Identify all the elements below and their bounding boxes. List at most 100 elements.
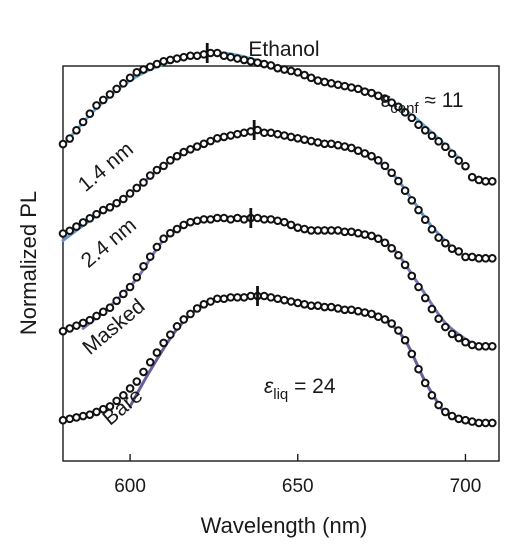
data-point [226, 215, 235, 224]
data-point [199, 139, 209, 149]
data-point [306, 226, 316, 235]
data-point [380, 315, 390, 324]
data-point [78, 411, 88, 421]
x-axis-label: Wavelength (nm) [201, 513, 368, 538]
data-point [186, 51, 195, 61]
data-point [367, 231, 376, 241]
data-point [454, 247, 464, 256]
data-point [186, 217, 195, 227]
data-point [166, 228, 175, 238]
data-point [327, 79, 336, 88]
data-point [112, 396, 121, 406]
data-point [206, 136, 215, 146]
data-point [58, 139, 68, 149]
data-point [487, 342, 497, 351]
data-point [233, 213, 242, 223]
data-point [125, 189, 135, 198]
data-point [474, 254, 484, 263]
data-point [112, 84, 121, 94]
data-point [233, 129, 242, 139]
data-point [125, 384, 135, 393]
data-point [293, 223, 303, 232]
data-point [139, 178, 148, 187]
data-point [246, 56, 256, 66]
data-point [72, 222, 81, 231]
data-point [394, 176, 403, 186]
data-point [152, 59, 162, 69]
data-point [206, 215, 215, 224]
data-point [159, 338, 168, 348]
data-point [407, 349, 417, 359]
data-point [145, 357, 155, 367]
data-point [226, 52, 235, 62]
data-point [434, 137, 443, 146]
data-point [152, 242, 162, 252]
data-point [441, 238, 450, 248]
data-point [414, 282, 423, 292]
data-point [447, 329, 457, 339]
data-point [434, 400, 443, 410]
data-point [474, 342, 484, 351]
data-point [327, 139, 336, 149]
data-point [467, 340, 477, 350]
data-point [65, 324, 75, 333]
data-point [179, 315, 189, 324]
data-point [85, 410, 95, 419]
x-tick-label: 600 [114, 476, 146, 497]
data-point [313, 138, 323, 147]
data-point [212, 213, 222, 223]
data-point [119, 391, 128, 400]
data-point [159, 234, 168, 243]
data-point [461, 252, 470, 262]
data-point [105, 202, 115, 212]
data-point [407, 113, 417, 123]
data-point [293, 298, 303, 308]
data-point [98, 205, 108, 215]
data-point [286, 220, 296, 230]
data-point [199, 299, 209, 309]
data-point [259, 128, 269, 138]
data-point [119, 79, 128, 88]
data-point [280, 65, 289, 74]
data-point [239, 128, 249, 138]
data-point [461, 415, 470, 425]
data-point [353, 84, 363, 94]
data-point [166, 55, 175, 65]
data-point [300, 70, 309, 80]
data-point [367, 309, 376, 319]
data-point [313, 301, 323, 310]
data-point [98, 95, 108, 105]
data-point [58, 415, 68, 425]
data-point [119, 194, 128, 204]
data-point [400, 108, 410, 117]
data-point [152, 348, 162, 357]
data-point [132, 377, 142, 386]
data-point [78, 318, 88, 328]
data-point [327, 226, 336, 235]
chart-title: Ethanol [248, 38, 319, 61]
data-point [192, 304, 202, 313]
data-point [347, 227, 356, 237]
data-point [320, 302, 329, 312]
data-point [441, 407, 450, 417]
data-point [360, 308, 370, 317]
data-point [72, 321, 81, 330]
y-axis-label: Normalized PL [16, 191, 41, 335]
data-point [273, 63, 282, 73]
data-point [65, 414, 75, 424]
x-tick-label: 700 [450, 476, 482, 497]
data-point [387, 98, 396, 107]
annotation-eps-liq: εliq = 24 [264, 375, 336, 403]
data-point [72, 125, 81, 135]
data-point [394, 102, 403, 112]
data-point [112, 296, 121, 306]
data-point [58, 229, 68, 238]
data-point [179, 220, 189, 230]
data-point [199, 215, 209, 224]
data-point [420, 293, 430, 303]
data-point [139, 367, 148, 377]
data-point [333, 140, 343, 150]
data-point [347, 305, 356, 315]
data-point [427, 391, 437, 400]
